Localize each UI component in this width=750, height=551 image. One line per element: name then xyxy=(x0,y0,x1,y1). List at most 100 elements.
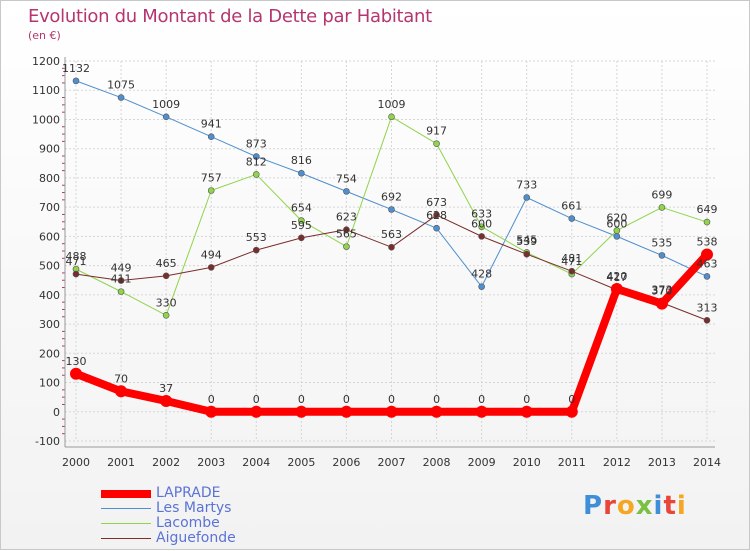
data-point-laprade xyxy=(565,405,578,418)
data-label-aiguefonde: 313 xyxy=(697,301,718,314)
data-point-aiguefonde xyxy=(298,234,305,242)
data-point-laprade xyxy=(160,394,173,407)
data-point-lacombe xyxy=(252,171,260,178)
data-label-laprade: 0 xyxy=(253,393,260,406)
data-label-aiguefonde: 553 xyxy=(246,231,267,244)
data-label-lacombe: 471 xyxy=(561,255,582,268)
legend-swatch xyxy=(101,490,151,498)
data-label-laprade: 70 xyxy=(114,372,128,385)
data-label-aiguefonde: 623 xyxy=(336,211,357,224)
data-point-laprade xyxy=(295,405,308,418)
data-label-aiguefonde: 673 xyxy=(426,196,447,209)
data-label-les-martys: 661 xyxy=(561,200,582,213)
data-label-laprade: 0 xyxy=(433,393,440,406)
data-point-lacombe xyxy=(388,113,395,121)
data-label-laprade: 0 xyxy=(388,393,395,406)
data-point-aiguefonde xyxy=(207,264,215,271)
data-label-lacombe: 1009 xyxy=(378,98,406,111)
data-label-les-martys: 692 xyxy=(381,190,402,203)
data-label-les-martys: 754 xyxy=(336,172,357,185)
data-point-les-martys xyxy=(72,77,80,85)
data-label-laprade: 0 xyxy=(568,393,575,406)
data-label-lacombe: 812 xyxy=(246,155,267,168)
data-label-laprade: 0 xyxy=(208,393,215,406)
data-label-laprade: 0 xyxy=(478,393,485,406)
x-tick-label: 2013 xyxy=(648,456,676,469)
data-label-laprade: 37 xyxy=(159,382,173,395)
data-label-laprade: 0 xyxy=(298,393,305,406)
proxiti-logo: Proxiti xyxy=(583,491,687,521)
data-label-aiguefonde: 417 xyxy=(606,271,627,284)
data-point-laprade xyxy=(701,248,713,261)
data-label-lacombe: 699 xyxy=(651,188,672,201)
data-label-les-martys: 941 xyxy=(201,118,222,131)
data-label-laprade: 130 xyxy=(66,355,87,368)
legend-label: Aiguefonde xyxy=(156,530,236,546)
data-point-lacombe xyxy=(298,217,305,224)
data-point-lacombe xyxy=(658,204,666,211)
data-point-aiguefonde xyxy=(343,226,350,233)
data-label-aiguefonde: 600 xyxy=(471,217,492,230)
data-label-les-martys: 428 xyxy=(471,268,492,281)
data-label-aiguefonde: 481 xyxy=(561,252,582,265)
data-label-laprade: 0 xyxy=(523,393,530,406)
data-point-lacombe xyxy=(433,140,440,148)
x-tick-label: 2012 xyxy=(603,456,631,469)
data-point-laprade xyxy=(205,405,218,418)
x-tick-label: 2006 xyxy=(332,456,360,469)
data-label-les-martys: 1075 xyxy=(107,79,135,92)
data-label-lacombe: 411 xyxy=(111,273,132,286)
y-tick-label: 400 xyxy=(39,289,60,302)
y-tick-label: 700 xyxy=(39,201,60,214)
x-tick-label: 2008 xyxy=(423,456,451,469)
data-point-les-martys xyxy=(703,273,711,280)
data-point-les-martys xyxy=(298,169,305,177)
data-label-lacombe: 488 xyxy=(66,250,87,263)
data-point-les-martys xyxy=(388,206,395,213)
x-tick-label: 2004 xyxy=(242,456,270,469)
data-label-aiguefonde: 539 xyxy=(516,235,537,248)
y-tick-label: 100 xyxy=(39,377,60,390)
data-point-aiguefonde xyxy=(162,272,170,280)
x-tick-label: 2011 xyxy=(558,456,586,469)
data-label-les-martys: 733 xyxy=(516,179,537,192)
x-tick-label: 2005 xyxy=(287,456,315,469)
data-point-lacombe xyxy=(207,187,215,194)
data-point-lacombe xyxy=(478,223,485,231)
data-point-lacombe xyxy=(613,227,621,234)
data-label-les-martys: 535 xyxy=(651,236,672,249)
data-point-laprade xyxy=(610,283,623,295)
x-tick-label: 2002 xyxy=(152,456,180,469)
data-point-aiguefonde xyxy=(388,243,395,251)
data-point-les-martys xyxy=(658,252,666,259)
data-point-laprade xyxy=(430,405,443,418)
data-label-aiguefonde: 471 xyxy=(66,255,87,268)
data-label-les-martys: 463 xyxy=(697,257,718,270)
axis-layer: -100010020030040050060070080090010001100… xyxy=(32,55,721,469)
series-line-les-martys xyxy=(75,80,708,288)
data-label-laprade: 420 xyxy=(606,270,627,283)
data-point-aiguefonde xyxy=(478,233,485,240)
data-point-les-martys xyxy=(523,194,531,201)
data-point-les-martys xyxy=(162,113,170,121)
data-point-laprade xyxy=(475,405,488,418)
data-point-laprade xyxy=(340,405,353,418)
legend-label: Lacombe xyxy=(156,515,220,531)
x-tick-label: 2001 xyxy=(107,456,135,469)
legend-swatch xyxy=(101,538,151,539)
unit-label: (en €) xyxy=(28,29,61,42)
data-label-lacombe: 917 xyxy=(426,125,447,138)
data-label-lacombe: 330 xyxy=(156,296,177,309)
data-label-lacombe: 757 xyxy=(201,171,222,184)
chart-title: Evolution du Montant de la Dette par Hab… xyxy=(28,6,432,27)
y-tick-label: 800 xyxy=(39,172,60,185)
data-point-lacombe xyxy=(162,312,170,319)
data-point-laprade xyxy=(70,367,82,380)
data-point-aiguefonde xyxy=(72,270,80,278)
data-point-aiguefonde xyxy=(433,211,440,219)
data-label-lacombe: 633 xyxy=(471,208,492,221)
y-tick-label: 600 xyxy=(39,230,60,243)
data-label-layer: 1132 1075 1009 941 873 816 754 692 628 428 733 661 6… xyxy=(62,62,718,406)
